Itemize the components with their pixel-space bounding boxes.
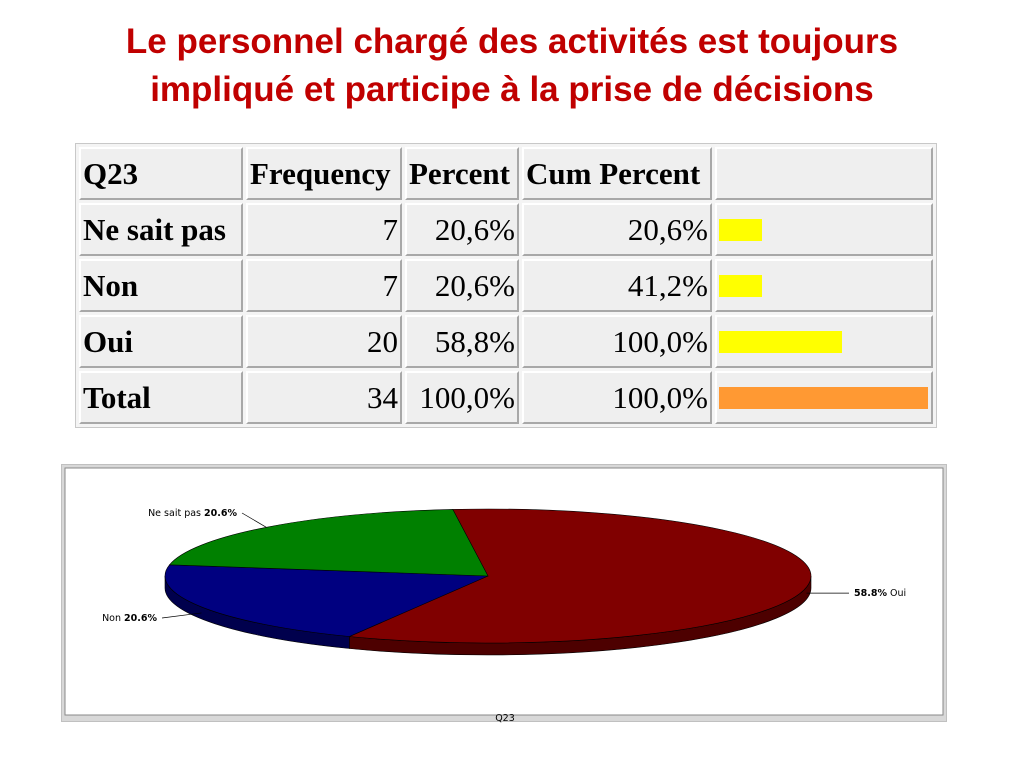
row-frequency: 7 bbox=[246, 203, 402, 256]
header-bar bbox=[715, 147, 933, 200]
slice-label: Ne sait pas 20.6% bbox=[148, 508, 237, 519]
table-row: Ne sait pas 7 20,6% 20,6% bbox=[79, 203, 933, 256]
title-line-1: Le personnel chargé des activités est to… bbox=[125, 22, 899, 61]
percent-bar bbox=[719, 330, 842, 353]
percent-bar bbox=[719, 274, 762, 297]
row-cum-percent: 100,0% bbox=[522, 315, 712, 368]
percent-bar bbox=[719, 386, 928, 409]
row-bar-cell bbox=[715, 371, 933, 424]
header-q23: Q23 bbox=[79, 147, 243, 200]
slice-label-value: 58.8% bbox=[854, 588, 887, 599]
pie-slices bbox=[164, 508, 812, 656]
slice-label: Non 20.6% bbox=[102, 613, 157, 624]
leader-line bbox=[161, 612, 202, 619]
header-percent: Percent bbox=[405, 147, 519, 200]
row-percent: 20,6% bbox=[405, 259, 519, 312]
row-percent: 58,8% bbox=[405, 315, 519, 368]
table-row: Oui 20 58,8% 100,0% bbox=[79, 315, 933, 368]
row-cum-percent: 100,0% bbox=[522, 371, 712, 424]
row-bar-cell bbox=[715, 203, 933, 256]
slice-label-name: Oui bbox=[887, 588, 906, 599]
pie-chart-frame: 58.8% Oui Non 20.6% Ne sait pas 20.6% Q23 bbox=[61, 464, 947, 723]
percent-bar bbox=[719, 218, 762, 241]
row-percent: 20,6% bbox=[405, 203, 519, 256]
table-header-row: Q23 Frequency Percent Cum Percent bbox=[79, 147, 933, 200]
header-frequency: Frequency bbox=[246, 147, 402, 200]
frequency-table: Q23 Frequency Percent Cum Percent Ne sai… bbox=[75, 143, 937, 428]
slice-label: 58.8% Oui bbox=[854, 588, 906, 599]
row-cum-percent: 41,2% bbox=[522, 259, 712, 312]
x-axis-label: Q23 bbox=[495, 713, 515, 723]
slice-label-name: Non bbox=[102, 613, 124, 624]
slice-label-value: 20.6% bbox=[124, 613, 157, 624]
title-line-2: impliqué et participe à la prise de déci… bbox=[150, 70, 874, 109]
row-label: Ne sait pas bbox=[79, 203, 243, 256]
row-cum-percent: 20,6% bbox=[522, 203, 712, 256]
row-percent: 100,0% bbox=[405, 371, 519, 424]
pie-slice-oui bbox=[348, 508, 812, 644]
slice-label-name: Ne sait pas bbox=[148, 508, 204, 519]
slice-label-value: 20.6% bbox=[204, 508, 237, 519]
row-bar-cell bbox=[715, 315, 933, 368]
table-row: Non 7 20,6% 41,2% bbox=[79, 259, 933, 312]
header-cum-percent: Cum Percent bbox=[522, 147, 712, 200]
row-frequency: 34 bbox=[246, 371, 402, 424]
row-label: Non bbox=[79, 259, 243, 312]
pie-slice-non bbox=[164, 564, 489, 637]
row-frequency: 7 bbox=[246, 259, 402, 312]
leader-line bbox=[241, 512, 267, 528]
row-label: Oui bbox=[79, 315, 243, 368]
table-row: Total 34 100,0% 100,0% bbox=[79, 371, 933, 424]
row-label: Total bbox=[79, 371, 243, 424]
page-title: Le personnel chargé des activités est to… bbox=[0, 18, 1024, 114]
row-bar-cell bbox=[715, 259, 933, 312]
row-frequency: 20 bbox=[246, 315, 402, 368]
